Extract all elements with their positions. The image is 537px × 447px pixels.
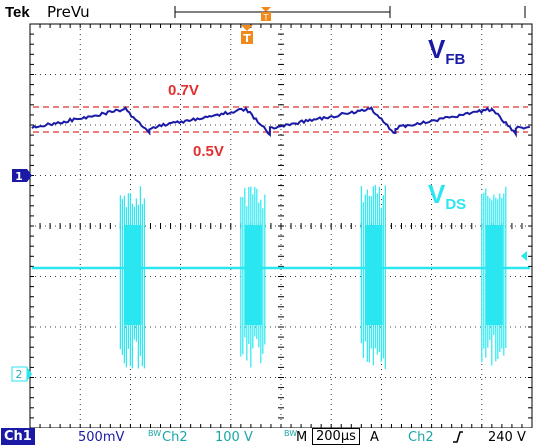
- vfb-label: VFB: [428, 34, 466, 68]
- trigger-source-label: A: [370, 430, 379, 445]
- scope-display: T T VFB VDS 0.7V 0.5V 1 2: [0, 0, 537, 428]
- vfb-waveform: [32, 108, 530, 135]
- graticule-grid: [30, 24, 532, 428]
- trigger-level: 240 V: [488, 430, 526, 445]
- vds-burst: [361, 185, 385, 369]
- ch2-label[interactable]: Ch2: [162, 430, 188, 445]
- trigger-channel[interactable]: Ch2: [408, 430, 434, 445]
- trigger-level-arrow-icon[interactable]: [521, 251, 527, 261]
- ch2-marker-label: 2: [16, 368, 23, 381]
- level-label-0-7v: 0.7V: [168, 82, 199, 99]
- ch1-scale: 500mV: [78, 430, 124, 445]
- rising-edge-icon: [452, 431, 464, 443]
- ch2-bandwidth-icon: BW: [148, 429, 161, 438]
- ch2-ground-marker[interactable]: 2: [12, 367, 32, 381]
- ch1-marker-label: 1: [15, 170, 23, 183]
- timebase-label: M: [296, 430, 307, 445]
- ch1-label[interactable]: Ch1: [1, 428, 35, 445]
- ch1-ground-marker[interactable]: 1: [12, 169, 32, 183]
- status-bar: Ch1 500mV BW Ch2 100 V BW M 200µs A Ch2 …: [0, 428, 537, 447]
- vds-label: VDS: [428, 179, 466, 213]
- timebase-scale[interactable]: 200µs: [312, 428, 360, 445]
- vds-burst: [482, 187, 506, 366]
- ch2-scale: 100 V: [215, 430, 253, 445]
- level-label-0-5v: 0.5V: [193, 143, 224, 160]
- vds-burst: [120, 186, 144, 368]
- trigger-marker-letter: T: [243, 32, 251, 45]
- record-trigger-letter: T: [263, 13, 269, 22]
- vds-burst: [241, 187, 265, 368]
- record-view-bar: [175, 6, 525, 18]
- record-trigger-icon: T: [261, 7, 271, 22]
